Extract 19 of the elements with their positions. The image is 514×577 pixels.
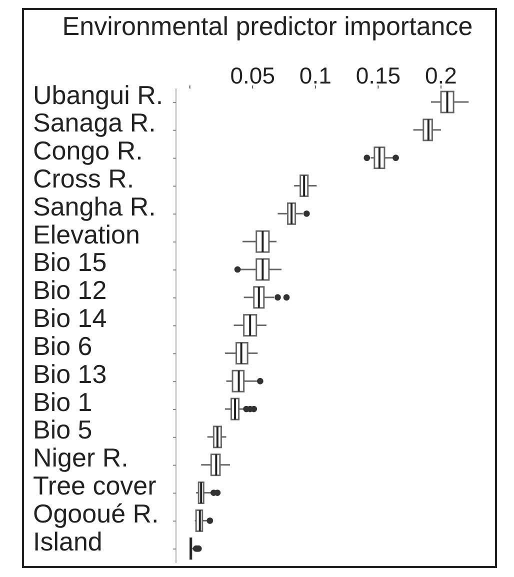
- y-tick-label: Tree cover: [33, 470, 157, 501]
- y-tick-label: Niger R.: [33, 442, 128, 473]
- x-tick-label: 0.05: [230, 62, 275, 88]
- outer-frame: Environmental predictor importance 0.05 0.1 0.15 0.2 Ubangui R. Sanaga R. Congo R. Cross R. Sangha R. Elevation Bio 15 Bio 12 Bio 14 Bio 6 Bio 13 Bio 1 Bio 5 Niger R. Tree cover Ogooué R. Island: [22, 8, 497, 568]
- chart-title: Environmental predictor importance: [61, 11, 474, 41]
- y-tick-label: Bio 5: [33, 414, 92, 445]
- y-tick-label: Ogooué R.: [33, 498, 159, 528]
- y-tick-label: Sangha R.: [33, 191, 156, 222]
- x-tick-label: 0.2: [425, 62, 457, 88]
- x-tick-label: 0.15: [356, 62, 401, 88]
- y-tick-label: Bio 15: [33, 247, 107, 278]
- y-tick-label: Congo R.: [33, 136, 143, 166]
- y-tick-label: Bio 13: [33, 358, 107, 389]
- x-tick-label: 0.1: [299, 62, 332, 88]
- y-tick-label: Bio 12: [33, 275, 107, 306]
- y-tick-label: Ubangui R.: [33, 80, 164, 110]
- y-tick-label: Bio 14: [33, 303, 107, 334]
- y-tick-label: Bio 6: [33, 330, 92, 361]
- y-tick-label: Bio 1: [33, 386, 92, 417]
